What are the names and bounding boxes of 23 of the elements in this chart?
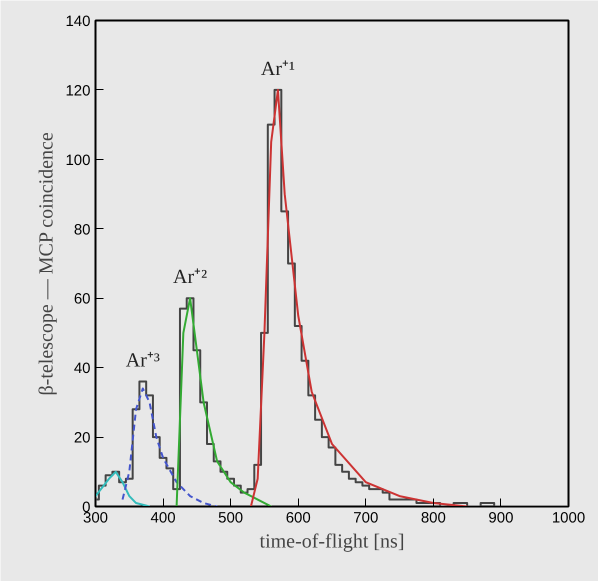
x-tick-label: 400 xyxy=(150,510,176,526)
x-tick-label: 500 xyxy=(218,510,244,526)
x-axis-title: time-of-flight [ns] xyxy=(260,530,404,552)
annotation: Ar⁺³ xyxy=(126,350,160,372)
line-series xyxy=(96,470,151,506)
x-tick-label: 700 xyxy=(353,510,378,526)
y-axis-title: β-telescope — MCP coincidence xyxy=(35,132,58,396)
x-tick-label: 1000 xyxy=(552,510,586,526)
y-tick-label: 40 xyxy=(74,360,91,378)
line-series xyxy=(250,88,468,506)
y-tick-label: 80 xyxy=(74,221,91,238)
annotation: Ar⁺¹ xyxy=(260,58,295,80)
x-tick-label: 600 xyxy=(286,510,311,526)
y-tick-label: 140 xyxy=(65,13,91,30)
x-tick-label: 800 xyxy=(420,510,446,526)
y-tick-label: 20 xyxy=(74,430,91,447)
y-tick-label: 120 xyxy=(65,82,91,100)
annotation: Ar⁺² xyxy=(173,266,208,288)
y-tick-label: 60 xyxy=(74,290,91,308)
x-tick-label: 900 xyxy=(488,510,514,526)
line-series xyxy=(176,297,272,506)
y-tick-label: 100 xyxy=(65,152,91,169)
line-series xyxy=(122,387,218,506)
